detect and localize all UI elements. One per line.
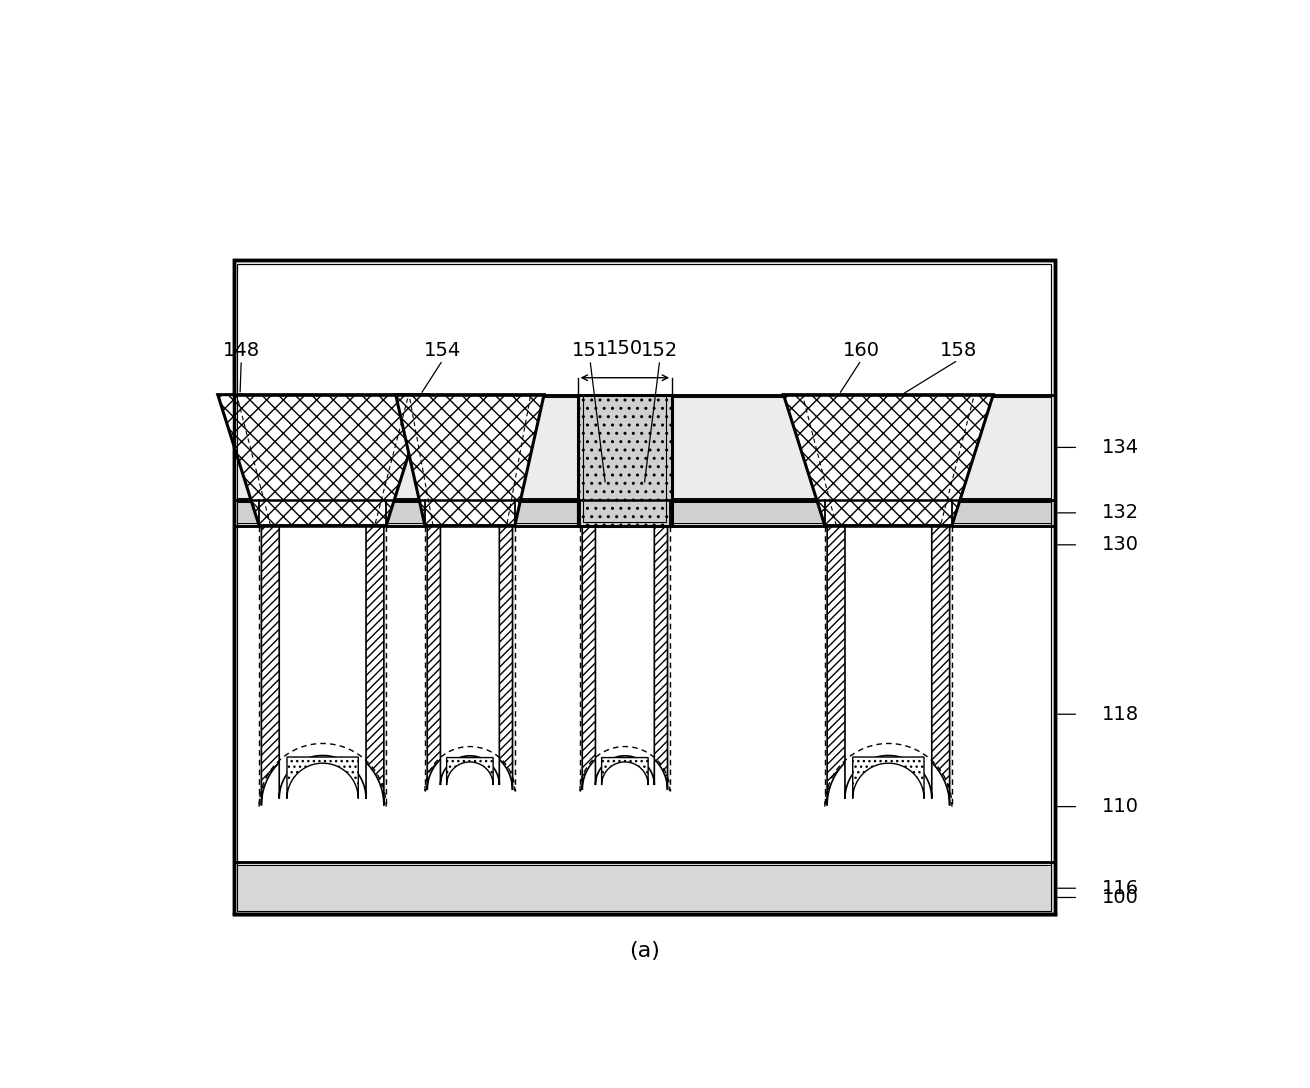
Polygon shape [601, 757, 648, 786]
Polygon shape [825, 526, 952, 806]
Bar [233, 500, 1055, 526]
Polygon shape [424, 526, 515, 791]
Bar [237, 263, 1051, 911]
Polygon shape [853, 757, 924, 799]
Polygon shape [447, 757, 493, 786]
Bar [233, 862, 1055, 914]
Polygon shape [262, 526, 384, 805]
Text: 148: 148 [223, 341, 259, 360]
Bar [237, 263, 1051, 911]
Text: 130: 130 [1102, 535, 1138, 554]
Bar [233, 260, 1055, 914]
Polygon shape [783, 395, 993, 526]
Polygon shape [259, 526, 386, 806]
Text: 132: 132 [1102, 504, 1138, 522]
Text: 151: 151 [571, 341, 609, 360]
Polygon shape [259, 526, 386, 806]
Polygon shape [440, 526, 499, 786]
Text: (a): (a) [629, 941, 660, 962]
Text: 152: 152 [641, 341, 679, 360]
Bar [237, 503, 1051, 523]
Text: 150: 150 [607, 339, 643, 358]
Text: 100: 100 [1102, 888, 1138, 907]
Polygon shape [825, 526, 952, 806]
Polygon shape [845, 526, 931, 799]
Bar [578, 395, 672, 526]
Polygon shape [424, 526, 515, 791]
Polygon shape [396, 395, 544, 526]
Polygon shape [217, 395, 427, 526]
Text: 160: 160 [842, 341, 880, 360]
Text: 134: 134 [1102, 437, 1138, 457]
Text: 116: 116 [1102, 879, 1138, 898]
Bar [583, 395, 667, 522]
Polygon shape [580, 526, 669, 791]
Polygon shape [287, 757, 358, 799]
Text: 158: 158 [939, 341, 977, 360]
Bar [233, 395, 1055, 500]
Text: 118: 118 [1102, 705, 1138, 724]
Bar [237, 865, 1051, 912]
Polygon shape [279, 526, 365, 799]
Polygon shape [596, 526, 654, 786]
Polygon shape [580, 526, 669, 791]
Polygon shape [827, 526, 950, 805]
Bar [237, 397, 1051, 498]
Text: 110: 110 [1102, 798, 1138, 816]
Polygon shape [427, 526, 512, 790]
Bar [233, 260, 1055, 914]
Text: 154: 154 [424, 341, 461, 360]
Polygon shape [582, 526, 668, 790]
